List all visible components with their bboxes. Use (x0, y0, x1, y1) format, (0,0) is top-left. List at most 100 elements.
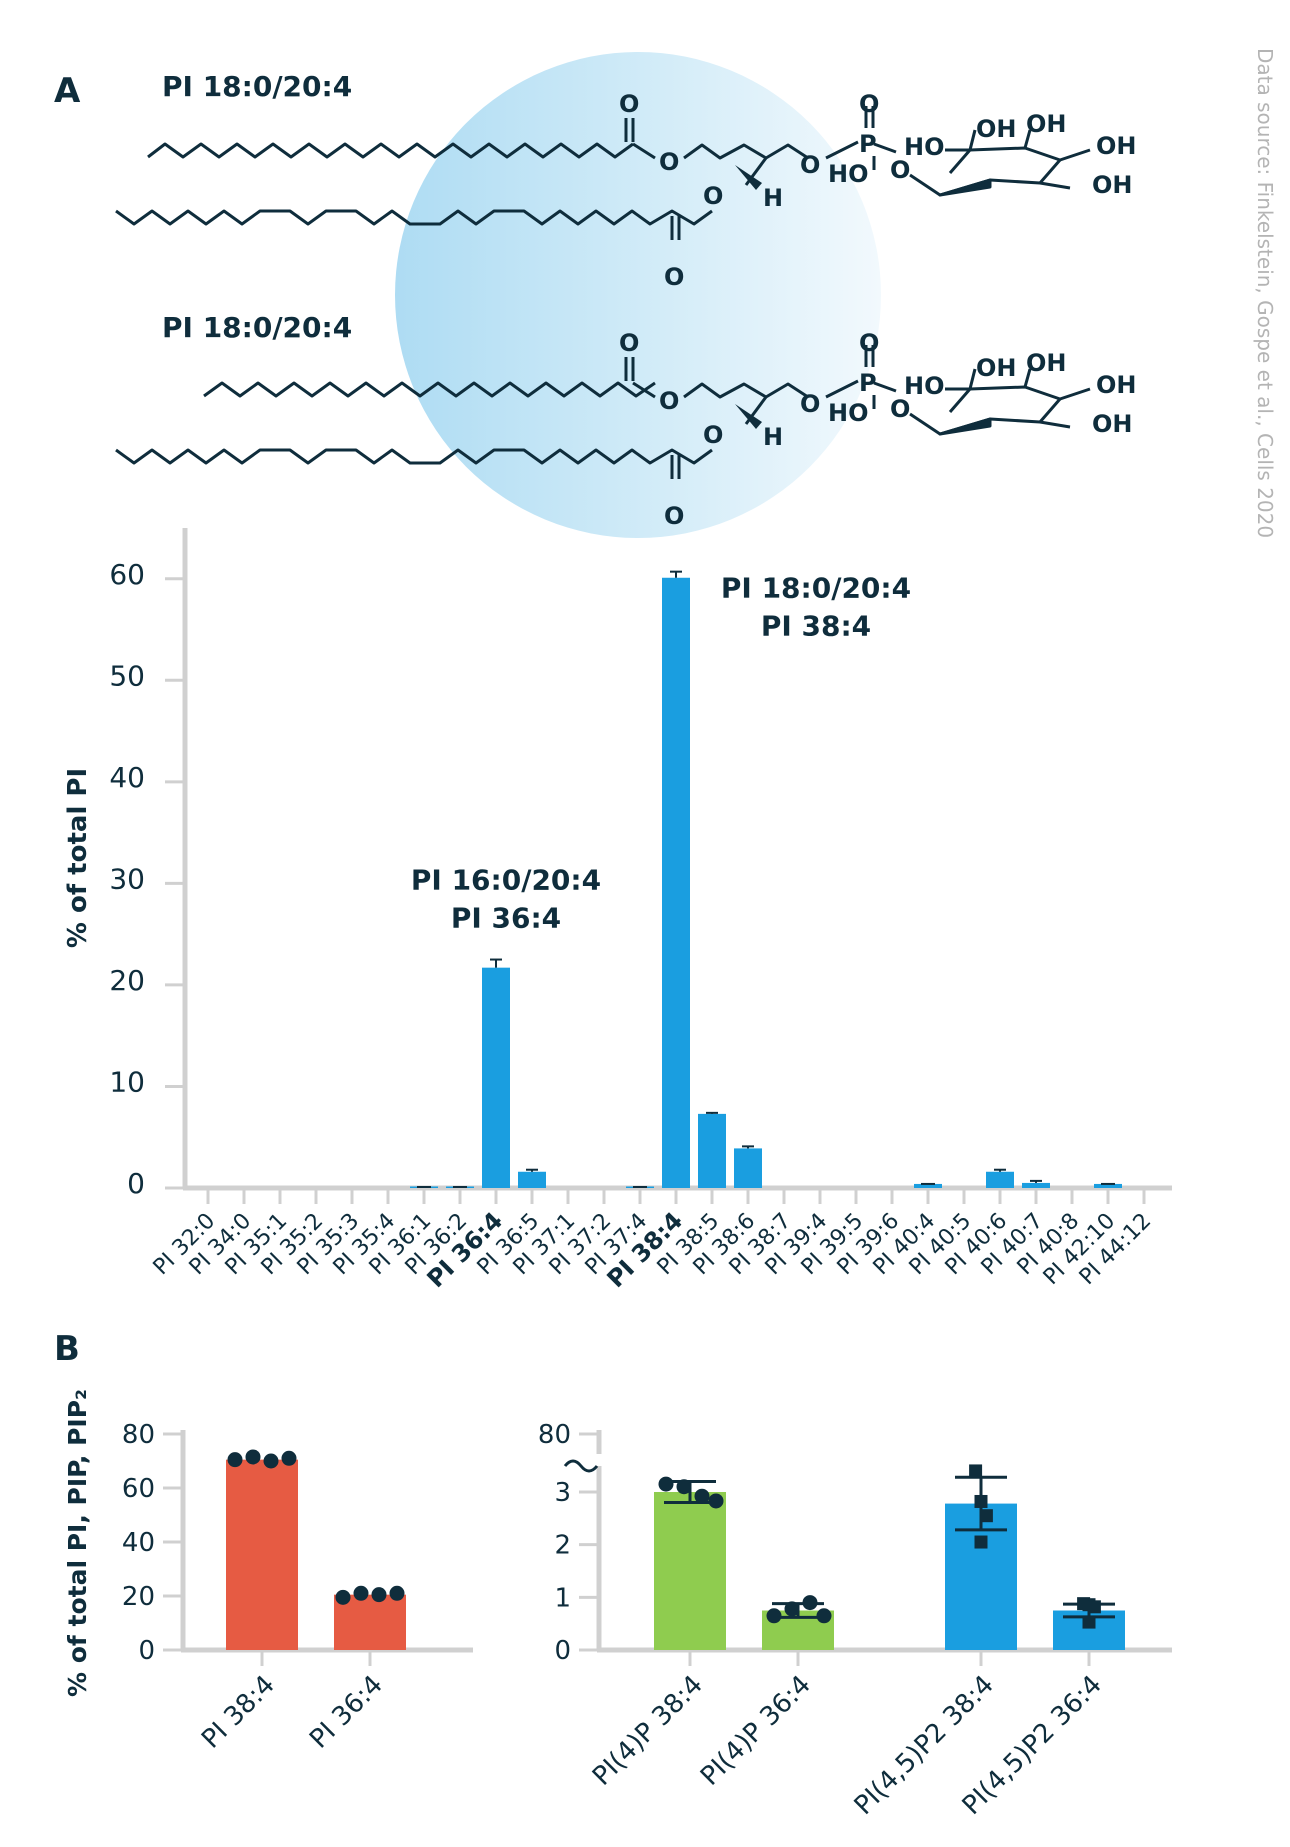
bar-pi-40-7 (1022, 1182, 1050, 1188)
atom-h: H (763, 184, 783, 212)
y-tick-label: 50 (109, 659, 145, 692)
atom-o: O (859, 90, 879, 118)
data-point (1087, 1600, 1101, 1614)
atom-o: O (890, 395, 910, 423)
bar-pi-42-10 (1094, 1183, 1122, 1188)
x-tick-label: PI(4)P 38:4 (587, 1670, 709, 1792)
atom-ho: HO (828, 160, 869, 188)
axis-break-gap (587, 1454, 611, 1466)
bar-pi-38-4 (226, 1459, 298, 1650)
data-point (802, 1595, 818, 1611)
atom-oh: OH (1096, 132, 1137, 160)
data-source-note: Data source: Finkelstein, Gospe et al., … (1253, 48, 1277, 538)
y-tick-label: 60 (109, 558, 145, 591)
atom-oh: OH (1092, 410, 1133, 438)
structure-2-title: PI 18:0/20:4 (162, 311, 352, 344)
data-point (371, 1587, 387, 1603)
data-point (281, 1450, 297, 1466)
annotation-label: PI 38:4 (761, 610, 871, 643)
atom-oh: OH (976, 354, 1017, 382)
atom-o: O (664, 263, 684, 291)
data-point (979, 1509, 993, 1523)
atom-o: O (659, 148, 679, 176)
y-tick-label: 2 (554, 1531, 571, 1561)
data-point (766, 1608, 782, 1624)
y-tick-label: 0 (554, 1636, 571, 1666)
atom-h: H (763, 423, 783, 451)
data-point (974, 1535, 988, 1549)
y-tick-label: 0 (138, 1636, 155, 1666)
data-point (708, 1493, 724, 1509)
chemical-structure-2 (115, 345, 1091, 479)
data-point (676, 1479, 692, 1495)
data-point (816, 1608, 832, 1624)
data-point (694, 1488, 710, 1504)
data-point (335, 1589, 351, 1605)
atom-ho: HO (904, 133, 945, 161)
atom-p: P (859, 369, 877, 397)
atom-o: O (800, 390, 820, 418)
y-tick-label: 60 (122, 1474, 155, 1504)
data-point (245, 1449, 261, 1465)
panel-b-letter: B (54, 1329, 80, 1369)
y-tick-label: 80 (122, 1420, 155, 1450)
annotation-label: PI 16:0/20:4 (411, 864, 601, 897)
pi-bar-chart: 0 20 40 60 80 % of total PI, PIP, PIP₂ PI 38:4… (63, 1389, 473, 1755)
y-tick-label: 40 (122, 1528, 155, 1558)
bar-pi-40-4 (914, 1183, 942, 1188)
membrane-highlight-circle (395, 52, 881, 538)
x-tick-label: PI 36:4 (304, 1670, 389, 1755)
atom-oh: OH (1092, 171, 1133, 199)
atom-o: O (664, 502, 684, 530)
y-tick-label: 30 (109, 862, 145, 895)
y-tick-label: 3 (554, 1478, 571, 1508)
data-point (969, 1464, 983, 1478)
y-tick-label: 10 (109, 1065, 145, 1098)
bar-pi-38-5 (698, 1113, 726, 1188)
sn1-acyl-chain (203, 381, 656, 398)
sn2-acyl-chain (115, 209, 713, 226)
data-point (389, 1585, 405, 1601)
annotation-label: PI 18:0/20:4 (721, 572, 911, 605)
bar-pi-36-4 (482, 967, 510, 1188)
atom-oh: OH (976, 115, 1017, 143)
panel-a-letter: A (54, 71, 81, 111)
atom-oh: OH (1096, 371, 1137, 399)
data-point (784, 1601, 800, 1617)
data-point (658, 1476, 674, 1492)
structure-1-title: PI 18:0/20:4 (162, 70, 352, 103)
x-tick-label: PI(4)P 36:4 (695, 1670, 817, 1792)
annotation-label: PI 36:4 (451, 902, 561, 935)
structure-labels: PI 18:0/20:4 PI 18:0/20:4 O O O H O O O … (162, 70, 1137, 530)
atom-oh: OH (1026, 110, 1067, 138)
atom-o: O (659, 387, 679, 415)
atom-o: O (703, 182, 723, 210)
bar-pi-40-6 (986, 1171, 1014, 1188)
y-tick-label: 1 (554, 1583, 571, 1613)
atom-p: P (859, 130, 877, 158)
atom-o: O (619, 329, 639, 357)
atom-ho: HO (904, 372, 945, 400)
y-tick-label: 20 (122, 1582, 155, 1612)
atom-ho: HO (828, 399, 869, 427)
axis-break-mark (563, 1459, 599, 1473)
x-tick-label: PI 38:4 (196, 1670, 281, 1755)
atom-o: O (800, 151, 820, 179)
data-point (1082, 1615, 1096, 1629)
bar-pi-4-p-38-4 (654, 1492, 726, 1650)
sn2-acyl-chain (115, 448, 713, 465)
y-axis-label: % of total PI, PIP, PIP₂ (63, 1389, 92, 1697)
atom-o: O (703, 421, 723, 449)
y-tick-label: 80 (538, 1420, 571, 1450)
y-tick-label: 40 (109, 761, 145, 794)
sn1-acyl-chain (147, 142, 634, 159)
data-point (227, 1452, 243, 1468)
chemical-structure-1 (115, 106, 1091, 240)
y-tick-label: 0 (127, 1167, 145, 1200)
data-point (263, 1453, 279, 1469)
bar-pi-38-6 (734, 1148, 762, 1188)
atom-oh: OH (1026, 349, 1067, 377)
